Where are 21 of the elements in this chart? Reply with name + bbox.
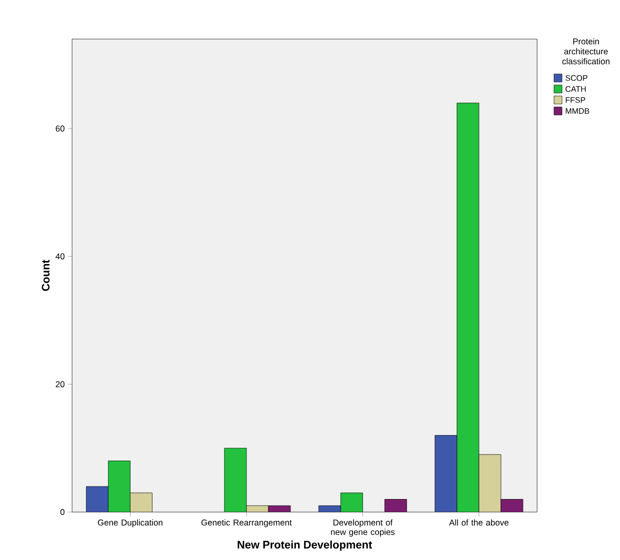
x-tick-label: Gene Duplication bbox=[98, 519, 162, 528]
y-axis-title: Count bbox=[42, 260, 50, 291]
y-tick-label: 20 bbox=[56, 381, 64, 388]
x-tick-label: All of the above bbox=[449, 519, 508, 526]
y-tick-label: 60 bbox=[56, 126, 64, 132]
bar bbox=[478, 454, 502, 512]
x-axis-title: New Protein Development bbox=[238, 540, 372, 551]
y-tick-label: 40 bbox=[56, 253, 64, 260]
x-tick-label: Genetic Rearrangement bbox=[201, 519, 292, 528]
legend-title: Protein architecture classification bbox=[562, 38, 610, 64]
bar bbox=[434, 435, 458, 512]
bar bbox=[86, 486, 108, 512]
y-tick-label: 0 bbox=[60, 509, 64, 516]
bar bbox=[500, 499, 524, 512]
bar bbox=[224, 448, 247, 512]
bar bbox=[384, 499, 407, 512]
bar bbox=[340, 492, 363, 512]
bar bbox=[130, 492, 152, 512]
x-tick-label: Development of new gene copies bbox=[331, 519, 395, 537]
bar bbox=[456, 102, 480, 512]
bar bbox=[108, 460, 130, 512]
